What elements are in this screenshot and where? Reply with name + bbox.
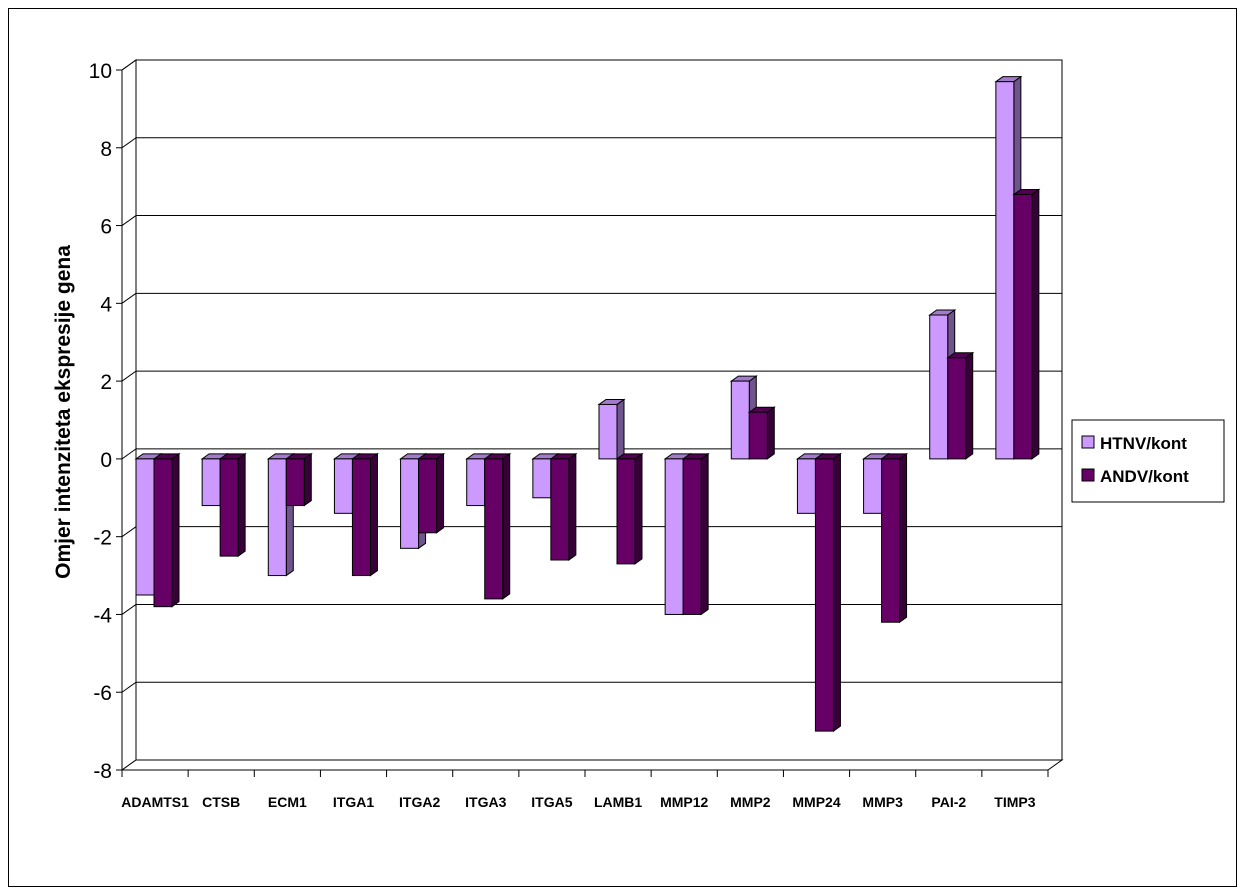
- category-labels: ADAMTS1 CTSB ECM1 ITGA1 ITGA2 ITGA3 ITGA5 LAMB1…: [121, 794, 1036, 810]
- bar-front: [334, 459, 352, 513]
- bar-side: [569, 454, 576, 560]
- bar-side: [238, 454, 245, 556]
- plot-walls: [122, 60, 1062, 770]
- bar-side: [767, 407, 774, 459]
- legend-swatch: [1082, 469, 1094, 481]
- bar-front: [467, 459, 485, 506]
- bar-front: [815, 459, 833, 731]
- bar: [220, 454, 245, 556]
- bar: [551, 454, 576, 560]
- bar-front: [749, 412, 767, 459]
- y-tick-label: -4: [93, 604, 112, 627]
- y-axis-title: Omjer intenziteta ekspresije gena: [52, 245, 75, 579]
- x-category-label: ECM1: [268, 794, 307, 810]
- bar-front: [882, 459, 900, 622]
- y-tick-label: -6: [93, 682, 112, 705]
- x-category-label: ITGA2: [399, 794, 440, 810]
- bar-side: [635, 454, 642, 564]
- x-category-label: CTSB: [202, 794, 240, 810]
- y-tick-label: -2: [93, 527, 112, 550]
- floor: [122, 760, 1062, 770]
- bar: [599, 399, 624, 458]
- y-tick-label: 10: [89, 60, 112, 83]
- y-tick-label: 8: [100, 138, 112, 161]
- bar-side: [966, 353, 973, 459]
- x-category-label: MMP24: [792, 794, 840, 810]
- bar-front: [864, 459, 882, 513]
- legend-box: [1072, 420, 1224, 502]
- x-category-label: ITGA1: [333, 794, 374, 810]
- bar: [419, 454, 444, 533]
- x-category-label: LAMB1: [594, 794, 642, 810]
- bar-front: [683, 459, 701, 615]
- bar: [352, 454, 377, 576]
- bar-side: [172, 454, 179, 607]
- bar-front: [948, 358, 966, 459]
- y-tick-label: 6: [100, 216, 112, 239]
- bar-front: [797, 459, 815, 513]
- bar-side: [900, 454, 907, 622]
- y-tick-label: -8: [93, 760, 112, 783]
- bar: [154, 454, 179, 607]
- bar-front: [731, 381, 749, 459]
- tick-labels: -8 -6 -4 -2 0 2 4 6 8 10: [89, 60, 113, 783]
- bar-front: [533, 459, 551, 498]
- legend-swatch: [1082, 436, 1094, 448]
- x-category-label: TIMP3: [994, 794, 1035, 810]
- bar-front: [352, 459, 370, 576]
- bar-front: [930, 315, 948, 459]
- bar: [485, 454, 510, 599]
- x-category-label: ITGA5: [531, 794, 572, 810]
- legend: HTNV/kont ANDV/kont: [1072, 420, 1224, 502]
- x-category-label: ITGA3: [465, 794, 506, 810]
- bar-side: [617, 399, 624, 458]
- bar: [948, 353, 973, 459]
- bar-front: [419, 459, 437, 533]
- bar-side: [833, 454, 840, 731]
- bar: [1014, 189, 1039, 458]
- bar-front: [136, 459, 154, 595]
- bar-side: [370, 454, 377, 576]
- bar-front: [996, 82, 1014, 459]
- bar-side: [304, 454, 311, 506]
- x-category-label: MMP3: [862, 794, 903, 810]
- bar: [749, 407, 774, 459]
- bar: [683, 454, 708, 615]
- y-tick-label: 4: [100, 293, 112, 316]
- bar-side: [1032, 189, 1039, 458]
- bar-front: [599, 404, 617, 458]
- bar-front: [617, 459, 635, 564]
- bar-side: [503, 454, 510, 599]
- bar-side: [437, 454, 444, 533]
- bar-front: [286, 459, 304, 506]
- bar-front: [154, 459, 172, 607]
- bar-side: [701, 454, 708, 615]
- bar: [882, 454, 907, 622]
- bar-front: [220, 459, 238, 556]
- x-category-label: MMP2: [730, 794, 771, 810]
- x-category-label: ADAMTS1: [121, 794, 189, 810]
- bar-front: [1014, 194, 1032, 458]
- bar: [815, 454, 840, 731]
- bar-front: [485, 459, 503, 599]
- bar-front: [551, 459, 569, 560]
- x-category-label: PAI-2: [931, 794, 966, 810]
- y-tick-label: 2: [100, 371, 112, 394]
- bar-front: [268, 459, 286, 576]
- legend-label: ANDV/kont: [1100, 467, 1189, 486]
- bar: [286, 454, 311, 506]
- y-tick-label: 0: [100, 449, 112, 472]
- x-category-label: MMP12: [660, 794, 708, 810]
- bar-front: [202, 459, 220, 506]
- bar-front: [401, 459, 419, 548]
- side-wall: [122, 60, 136, 770]
- legend-label: HTNV/kont: [1100, 434, 1187, 453]
- bar-front: [665, 459, 683, 615]
- bar: [617, 454, 642, 564]
